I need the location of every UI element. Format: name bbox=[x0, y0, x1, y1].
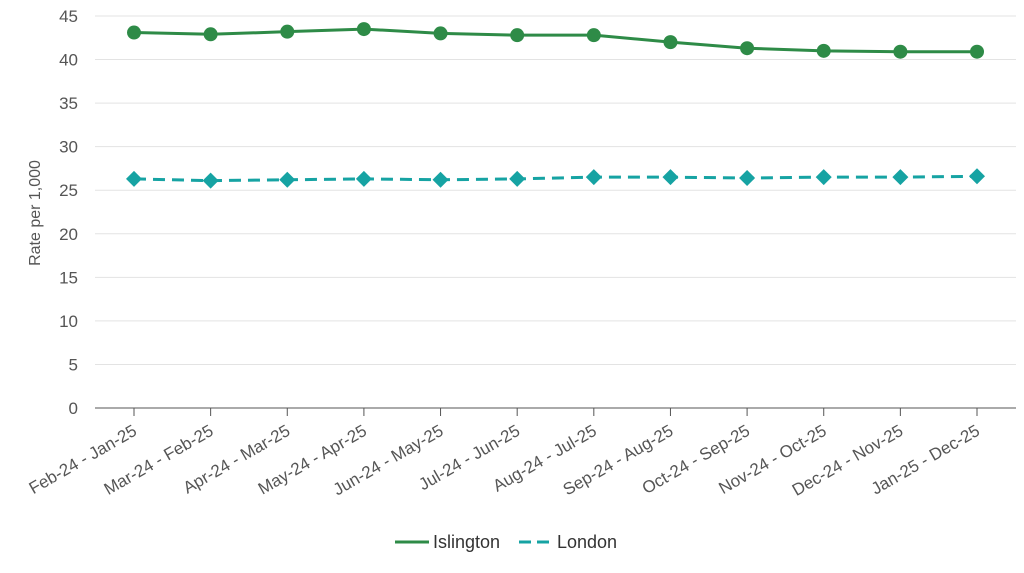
legend-item-london[interactable]: London bbox=[519, 532, 617, 552]
data-point[interactable] bbox=[586, 28, 601, 43]
data-point[interactable] bbox=[126, 170, 142, 187]
data-point[interactable] bbox=[510, 28, 525, 43]
data-point[interactable] bbox=[969, 168, 985, 185]
series-line bbox=[133, 27, 977, 54]
data-point[interactable] bbox=[739, 170, 756, 187]
data-point[interactable] bbox=[662, 169, 679, 186]
data-point[interactable] bbox=[432, 171, 449, 188]
y-tick-label: 40 bbox=[59, 51, 78, 70]
data-point[interactable] bbox=[509, 170, 526, 187]
legend-label: Islington bbox=[433, 532, 500, 552]
data-point[interactable] bbox=[585, 169, 602, 186]
y-axis-title: Rate per 1,000 bbox=[27, 160, 44, 266]
legend-label: London bbox=[557, 532, 617, 552]
data-point[interactable] bbox=[892, 169, 909, 186]
data-point[interactable] bbox=[127, 25, 141, 40]
data-point[interactable] bbox=[816, 43, 831, 58]
y-tick-label: 10 bbox=[59, 312, 78, 331]
data-point[interactable] bbox=[740, 41, 755, 56]
series-london bbox=[126, 168, 985, 189]
data-point[interactable] bbox=[202, 172, 219, 189]
y-tick-label: 15 bbox=[59, 268, 78, 287]
y-tick-label: 5 bbox=[69, 355, 78, 374]
y-tick-label: 0 bbox=[69, 399, 78, 418]
y-tick-label: 45 bbox=[59, 7, 78, 26]
data-point[interactable] bbox=[815, 169, 832, 186]
series-islington bbox=[127, 22, 984, 59]
data-point[interactable] bbox=[356, 22, 371, 37]
gridlines bbox=[95, 15, 1016, 365]
series-group bbox=[126, 22, 985, 189]
y-tick-label: 35 bbox=[59, 94, 78, 113]
data-point[interactable] bbox=[203, 27, 218, 42]
data-point[interactable] bbox=[970, 44, 984, 59]
data-point[interactable] bbox=[433, 26, 448, 41]
data-point[interactable] bbox=[279, 171, 296, 188]
data-point[interactable] bbox=[355, 170, 372, 187]
legend-item-islington[interactable]: Islington bbox=[395, 532, 500, 552]
data-point[interactable] bbox=[663, 35, 678, 50]
y-tick-label: 25 bbox=[59, 181, 78, 200]
series-line bbox=[133, 174, 978, 183]
y-tick-label: 30 bbox=[59, 138, 78, 157]
data-point[interactable] bbox=[893, 44, 908, 59]
legend[interactable]: Islington London bbox=[395, 532, 617, 552]
y-tick-label: 20 bbox=[59, 225, 78, 244]
data-point[interactable] bbox=[280, 24, 295, 39]
